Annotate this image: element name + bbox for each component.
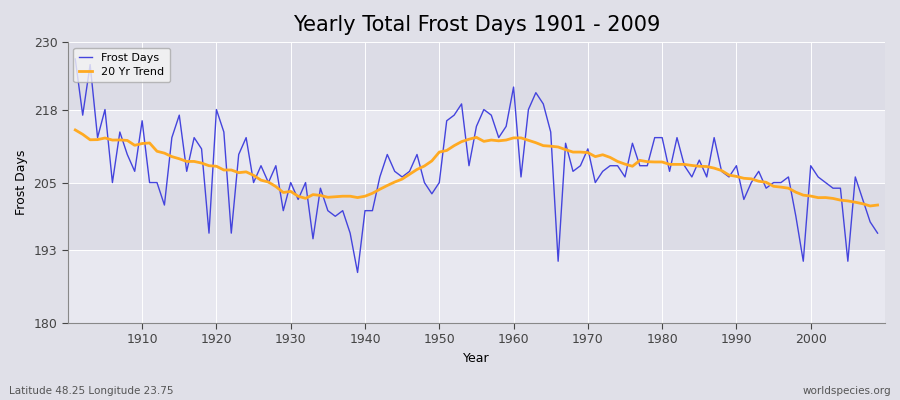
X-axis label: Year: Year xyxy=(464,352,490,365)
Frost Days xyxy=(338,208,348,213)
Frost Days xyxy=(70,56,81,61)
20 Yr Trend xyxy=(338,194,348,199)
Bar xyxy=(68,42,885,110)
Line: 20 Yr Trend: 20 Yr Trend xyxy=(76,130,878,206)
Bar xyxy=(68,182,885,250)
20 Yr Trend xyxy=(70,128,81,132)
Text: worldspecies.org: worldspecies.org xyxy=(803,386,891,396)
20 Yr Trend xyxy=(508,136,519,140)
20 Yr Trend xyxy=(598,152,608,157)
Frost Days xyxy=(292,197,303,202)
Frost Days xyxy=(516,174,526,179)
Line: Frost Days: Frost Days xyxy=(76,59,878,272)
Frost Days xyxy=(130,169,140,174)
Y-axis label: Frost Days: Frost Days xyxy=(15,150,28,215)
Frost Days xyxy=(872,231,883,236)
Frost Days xyxy=(508,85,519,90)
20 Yr Trend xyxy=(872,203,883,208)
20 Yr Trend xyxy=(865,204,876,208)
Title: Yearly Total Frost Days 1901 - 2009: Yearly Total Frost Days 1901 - 2009 xyxy=(292,15,660,35)
Frost Days xyxy=(352,270,363,275)
Bar xyxy=(68,110,885,182)
Bar xyxy=(68,250,885,323)
Legend: Frost Days, 20 Yr Trend: Frost Days, 20 Yr Trend xyxy=(74,48,170,82)
Frost Days xyxy=(605,163,616,168)
20 Yr Trend xyxy=(292,194,303,199)
20 Yr Trend xyxy=(130,143,140,148)
20 Yr Trend xyxy=(500,138,511,142)
Text: Latitude 48.25 Longitude 23.75: Latitude 48.25 Longitude 23.75 xyxy=(9,386,174,396)
